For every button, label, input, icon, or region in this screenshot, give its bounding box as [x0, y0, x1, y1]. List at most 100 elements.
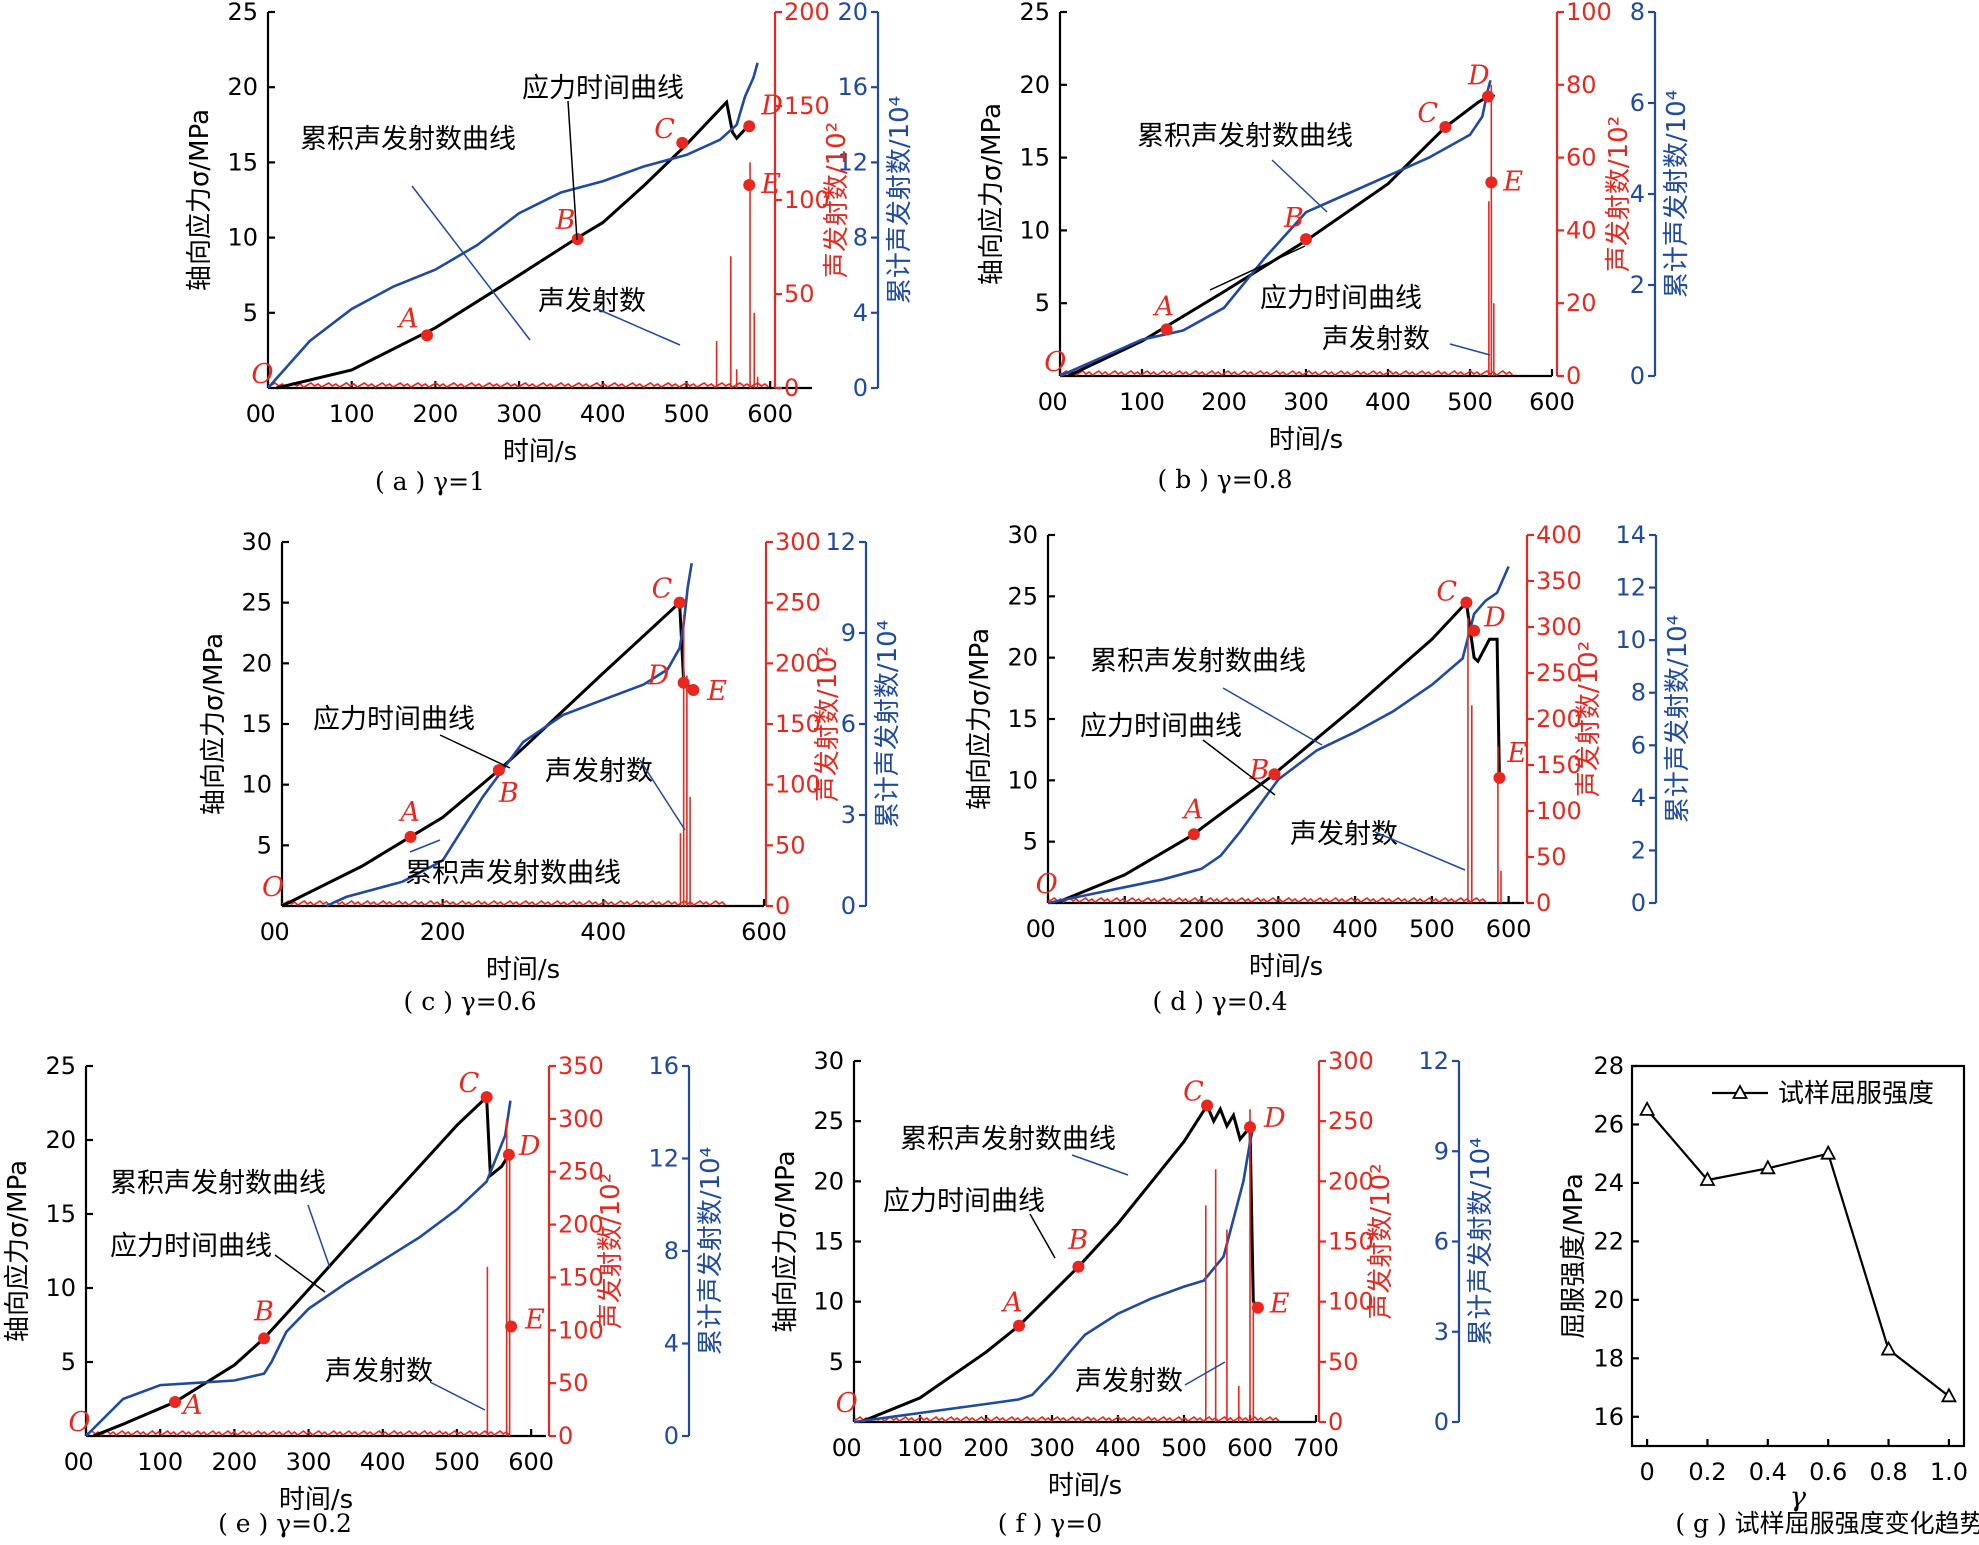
annotation-cumulative: 累积声发射数曲线 [405, 858, 621, 889]
leader-ae [594, 307, 681, 346]
y-tick-label: 15 [45, 1200, 76, 1228]
x-tick-label: 0.4 [1749, 1458, 1787, 1486]
x-tick-label: 400 [1095, 1434, 1141, 1462]
x-tick-label: 500 [1447, 388, 1493, 416]
y-right-axis-title: 声发射数/10² [1574, 641, 1604, 797]
y-right2-tick-label: 12 [1615, 574, 1646, 602]
y-right-tick-label: 250 [1328, 1107, 1374, 1135]
point-B [492, 764, 505, 777]
leader-stress [1029, 1213, 1056, 1259]
y-tick-label: 10 [227, 224, 258, 252]
point-label-C: C [1436, 576, 1457, 607]
y-tick-label: 22 [1593, 1227, 1624, 1255]
y-tick-label: 0 [1026, 915, 1041, 943]
point-C [673, 596, 686, 609]
y-right-tick-label: 100 [1328, 1288, 1374, 1316]
y-right-tick-label: 200 [1328, 1167, 1374, 1195]
leader-ae [1184, 1361, 1226, 1386]
y-tick-label: 15 [241, 710, 272, 738]
y-axis-title: 轴向应力σ/MPa [771, 1150, 801, 1332]
y-tick-label: 30 [241, 528, 272, 556]
y-right-tick-label: 200 [558, 1211, 604, 1239]
y-right2-tick-label: 16 [648, 1052, 679, 1080]
leader-ae [429, 1381, 486, 1411]
point-label-A: A [398, 797, 421, 828]
y-right-tick-label: 250 [558, 1158, 604, 1186]
x-tick-label: 400 [580, 918, 626, 946]
point-E [505, 1320, 518, 1333]
y-tick-label: 20 [1007, 644, 1038, 672]
point-label-A: A [1000, 1288, 1023, 1319]
triangle-marker [1880, 1340, 1897, 1356]
y-right2-tick-label: 0 [664, 1422, 679, 1450]
panel-caption: ( b ) γ=0.8 [1158, 465, 1293, 494]
point-label-O: O [836, 1388, 858, 1419]
y-right-tick-label: 200 [775, 649, 821, 677]
y-right-tick-label: 300 [1536, 613, 1582, 641]
x-tick-label: 0 [1052, 388, 1067, 416]
y-axis-title: 轴向应力σ/MPa [3, 1160, 33, 1342]
x-tick-label: 100 [329, 400, 375, 428]
cumulative-ae-curve [267, 62, 759, 389]
y-tick-label: 0 [246, 400, 261, 428]
point-label-B: B [1283, 203, 1304, 234]
y-right2-tick-label: 10 [1615, 626, 1646, 654]
leader-cumulative [1071, 1154, 1129, 1176]
point-A [1160, 323, 1173, 336]
x-tick-label: 0 [1040, 915, 1055, 943]
panel-f: 0 100 200 300 400 500 600 700051015202530050100… [771, 1047, 1496, 1538]
y-tick-label: 5 [243, 299, 258, 327]
annotation-stress: 应力时间曲线 [110, 1231, 272, 1262]
y-right-tick-label: 200 [1536, 705, 1582, 733]
y-tick-label: 28 [1593, 1052, 1624, 1080]
y-right2-tick-label: 4 [664, 1330, 679, 1358]
y-tick-label: 20 [241, 649, 272, 677]
y-right-tick-label: 40 [1566, 216, 1597, 244]
y-right2-tick-label: 16 [837, 73, 868, 101]
point-label-O: O [1044, 347, 1066, 378]
y-tick-label: 0 [64, 1448, 79, 1476]
y-right2-tick-label: 14 [1615, 521, 1646, 549]
point-label-E: E [706, 676, 727, 707]
panel-caption: ( e ) γ=0.2 [218, 1509, 352, 1538]
y-tick-label: 30 [813, 1047, 844, 1075]
x-tick-label: 600 [1227, 1434, 1273, 1462]
point-label-E: E [760, 169, 781, 200]
y-right-tick-label: 300 [775, 528, 821, 556]
y-right2-axis-title: 累计声发射数/10⁴ [696, 1147, 726, 1355]
x-tick-label: 500 [1409, 915, 1455, 943]
ae-noise-baseline [267, 382, 770, 388]
x-tick-label: 0.2 [1688, 1458, 1726, 1486]
y-right2-tick-label: 12 [837, 148, 868, 176]
x-tick-label: 600 [508, 1448, 554, 1476]
y-right2-tick-label: 8 [853, 224, 868, 252]
y-right-tick-label: 50 [1328, 1348, 1359, 1376]
y-right-axis-title: 声发射数/10² [813, 646, 843, 802]
panel-e: 0 100 200 300 400 500 600051015202505010015020… [3, 1052, 726, 1538]
point-label-C: C [459, 1068, 480, 1099]
point-E [1485, 176, 1498, 189]
annotation-stress: 应力时间曲线 [1080, 711, 1242, 742]
ae-noise-baseline [85, 1429, 510, 1437]
leader-cumulative [1222, 687, 1323, 746]
point-label-B: B [1248, 755, 1269, 786]
y-right2-tick-label: 9 [841, 619, 856, 647]
point-E [1251, 1301, 1264, 1314]
y-tick-label: 20 [1019, 71, 1050, 99]
y-right2-tick-label: 0 [1630, 362, 1645, 390]
panel-d: 0 100 200 300 400 500 600051015202530050100150… [965, 521, 1693, 1016]
y-tick-label: 24 [1593, 1169, 1624, 1197]
x-tick-label: 200 [963, 1434, 1009, 1462]
y-right-tick-label: 350 [1536, 567, 1582, 595]
panel-b: 0 100 200 300 400 500 600051015202502040608010… [977, 0, 1692, 494]
legend-triangle-marker [1731, 1084, 1749, 1099]
point-D [743, 120, 756, 133]
y-right-tick-label: 0 [784, 374, 799, 402]
point-label-D: D [1483, 603, 1506, 634]
x-tick-label: 0 [78, 1448, 93, 1476]
yield-strength-line [1646, 1109, 1950, 1398]
y-tick-label: 0 [832, 1434, 847, 1462]
leader-cumulative [307, 1204, 331, 1269]
point-label-C: C [1183, 1077, 1204, 1108]
x-tick-label: 400 [360, 1448, 406, 1476]
